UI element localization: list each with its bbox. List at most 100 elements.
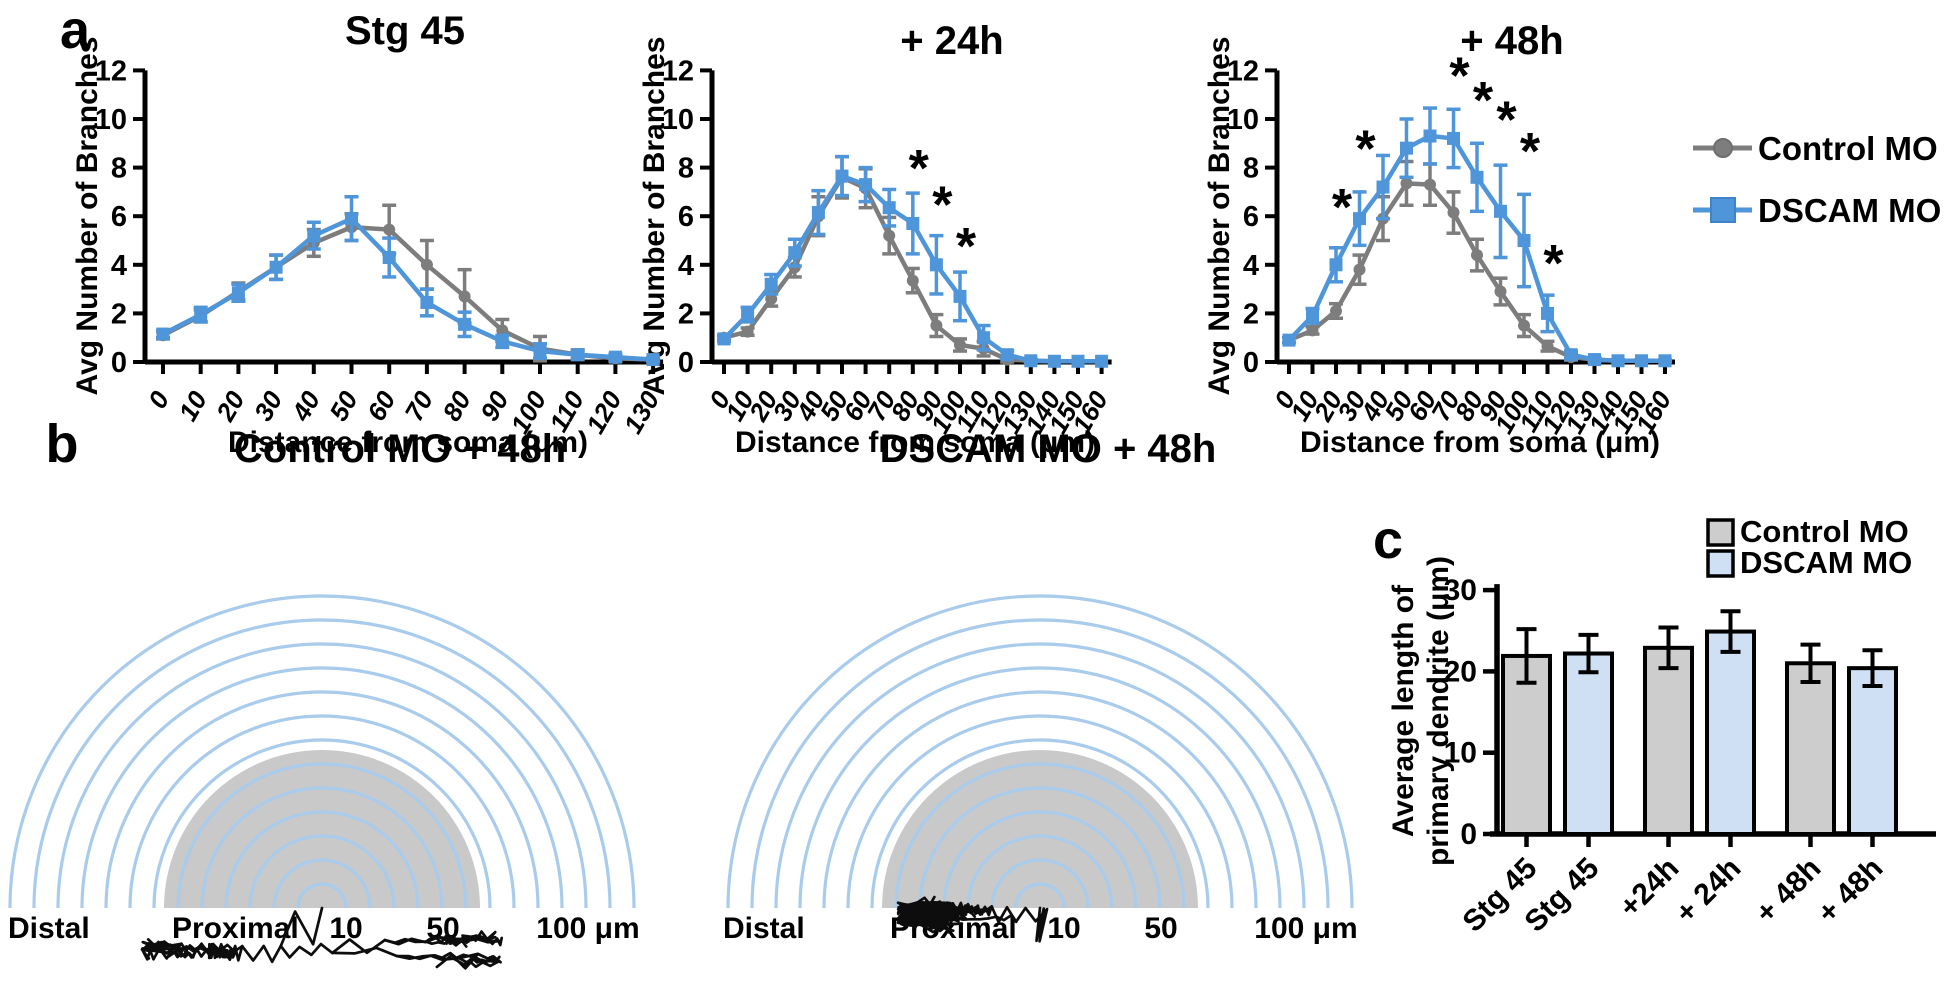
- chart-24h-title: + 24h: [900, 19, 1003, 63]
- square-marker-icon: [269, 260, 283, 274]
- significance-asterisk: *: [1520, 123, 1541, 181]
- x-category-label: + 48h: [1811, 852, 1889, 930]
- y-tick-label: 0: [1460, 818, 1477, 851]
- sholl-control-diagram: [8, 594, 636, 970]
- square-marker-icon: [1400, 141, 1413, 155]
- sholl-control-neuron-tracing: [140, 906, 504, 970]
- neuron-branch: [899, 907, 918, 917]
- ring-10-label: 10: [329, 912, 362, 945]
- sholl-ring: [32, 618, 612, 909]
- neuron-branch: [395, 954, 455, 961]
- significance-asterisk: *: [1355, 121, 1376, 179]
- sholl-dscam-diagram: [726, 594, 1354, 943]
- square-marker-icon: [1494, 204, 1507, 218]
- dscam-mo-swatch-icon: [1706, 549, 1735, 578]
- neuron-branch: [483, 954, 502, 964]
- square-marker-icon: [1564, 348, 1578, 362]
- sholl-ring: [224, 810, 420, 909]
- significance-asterisk: *: [909, 140, 930, 198]
- neuron-branch: [987, 914, 1018, 924]
- ring-10-label: 10: [1047, 912, 1080, 945]
- neuron-branch: [930, 922, 964, 928]
- square-marker-icon: [1282, 333, 1296, 347]
- bar-control-mo: [1643, 645, 1694, 836]
- neuron-branch: [437, 935, 489, 945]
- square-marker-icon: [571, 348, 585, 362]
- x-tick-label: 0: [142, 386, 175, 414]
- square-marker-icon: [859, 178, 873, 192]
- circle-marker-icon: [1541, 340, 1554, 353]
- sholl-ring: [726, 594, 1354, 909]
- y-tick-label: 4: [678, 250, 694, 282]
- neuron-branch: [424, 939, 452, 946]
- sholl-ring: [870, 738, 1210, 909]
- square-marker-icon: [382, 251, 396, 265]
- chart-24h-xlabel: Distance from soma (μm): [735, 426, 1095, 459]
- significance-asterisk: *: [1332, 179, 1353, 237]
- ring-50-label: 50: [1144, 912, 1177, 945]
- neuron-branch: [990, 905, 1018, 924]
- circle-marker-icon: [1330, 304, 1342, 317]
- square-marker-icon: [533, 344, 547, 358]
- ring-100-label: 100 μm: [536, 912, 639, 945]
- y-tick-label: 10: [1227, 104, 1259, 136]
- square-marker-icon: [788, 246, 802, 260]
- chart-24h-ylabel: Avg Number of Branches: [638, 37, 671, 396]
- neuron-branch: [442, 951, 480, 960]
- y-tick-label: 0: [678, 347, 694, 379]
- series-dscam-mo: [1282, 106, 1672, 368]
- circle-marker-icon: [954, 338, 966, 351]
- neuron-branch: [451, 955, 487, 966]
- sholl-ring: [822, 690, 1258, 909]
- x-category-label: + 48h: [1749, 852, 1827, 930]
- distal-label: Distal: [8, 912, 90, 945]
- sholl-diagrams: [8, 594, 1354, 970]
- sholl-ring: [296, 882, 348, 909]
- sholl-ring: [894, 762, 1186, 909]
- sholl-ring: [248, 834, 396, 909]
- sholl-ring: [200, 786, 444, 909]
- sholl-ring: [798, 666, 1282, 909]
- chart-48h-ylabel: Avg Number of Branches: [1203, 37, 1236, 396]
- y-tick-label: 10: [1444, 737, 1477, 770]
- sholl-ring: [990, 858, 1090, 909]
- x-tick-label: 40: [285, 386, 326, 427]
- square-marker-icon: [1541, 306, 1554, 320]
- circle-marker-icon: [458, 290, 471, 303]
- square-marker-icon: [345, 212, 358, 226]
- neuron-branch: [383, 935, 441, 946]
- chart-stg45-title: Stg 45: [345, 9, 465, 53]
- sholl-ring: [272, 858, 372, 909]
- neuron-branch: [149, 942, 183, 952]
- bar-control-mo: [1501, 653, 1552, 836]
- square-marker-icon: [835, 169, 849, 183]
- square-marker-icon: [1306, 309, 1319, 323]
- square-marker-icon: [977, 331, 991, 345]
- x-category-label: + 24h: [1669, 852, 1747, 930]
- sholl-ring: [1014, 882, 1066, 909]
- chart-48h-xlabel: Distance from soma (μm): [1300, 426, 1660, 459]
- y-tick-label: 30: [1444, 574, 1477, 607]
- bar-dscam-mo: [1847, 666, 1898, 837]
- legend-dscam-mo-label: DSCAM MO: [1758, 192, 1941, 229]
- sholl-ring: [56, 642, 588, 909]
- line-chart-+48h: 0246810120102030405060708090100110120130…: [1227, 48, 1678, 439]
- significance-asterisk: *: [956, 218, 977, 276]
- square-marker-icon: [1353, 212, 1366, 226]
- proximal-region: [882, 750, 1198, 908]
- square-marker-icon: [1517, 234, 1531, 247]
- y-tick-label: 8: [111, 153, 127, 185]
- neuron-branch: [1014, 906, 1049, 924]
- significance-asterisk: *: [1543, 235, 1564, 293]
- square-marker-icon: [1611, 354, 1625, 368]
- sholl-ring: [104, 690, 540, 909]
- circle-marker-icon: [1424, 178, 1436, 191]
- circle-marker-icon: [741, 325, 754, 338]
- sholl-ring: [918, 786, 1162, 909]
- circle-marker-icon: [496, 324, 509, 337]
- sholl-ring: [942, 810, 1138, 909]
- ring-100-label: 100 μm: [1254, 912, 1357, 945]
- significance-asterisk: *: [1449, 48, 1470, 106]
- series-dscam-mo: [156, 195, 661, 367]
